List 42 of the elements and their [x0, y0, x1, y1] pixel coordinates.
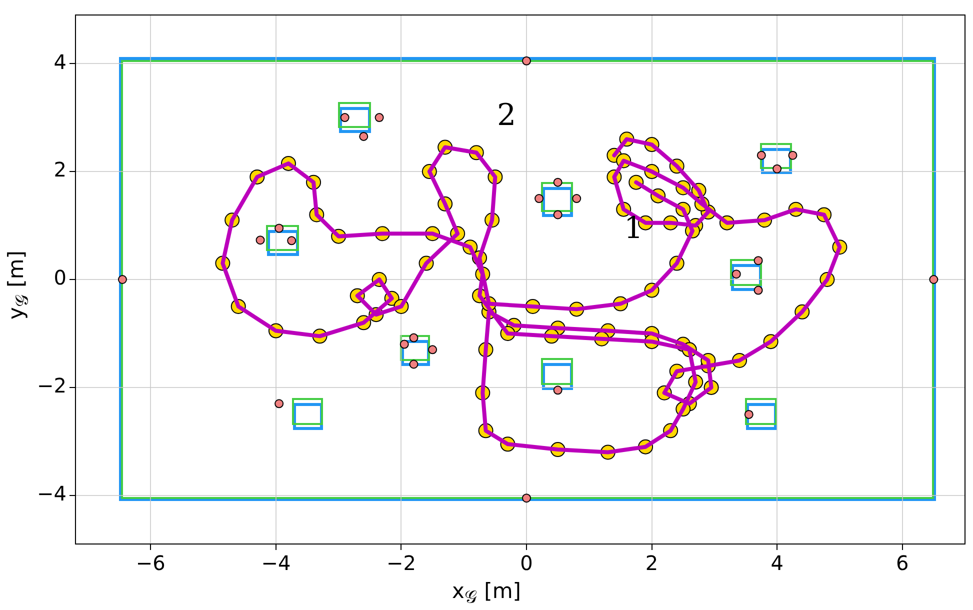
- point: [929, 275, 938, 284]
- x-tick-label: 2: [645, 551, 658, 576]
- x-axis-title: x$_{𝒢}$ [m]: [451, 578, 522, 610]
- point: [553, 386, 562, 395]
- point: [256, 236, 265, 245]
- point: [744, 410, 754, 419]
- point: [400, 340, 409, 349]
- y-tick-label: −4: [37, 482, 66, 506]
- annotation: 2: [497, 98, 516, 133]
- point: [428, 345, 438, 354]
- x-tick-label: 6: [896, 551, 909, 576]
- point: [274, 399, 284, 408]
- point: [534, 194, 544, 204]
- point: [274, 224, 284, 233]
- x-tick-label: −6: [136, 551, 166, 576]
- point: [788, 150, 798, 160]
- x-tick-label: 4: [770, 551, 784, 576]
- point: [522, 56, 532, 66]
- point: [572, 194, 582, 204]
- point: [553, 210, 562, 220]
- x-tick-label: −4: [261, 551, 291, 576]
- annotation: 1: [624, 211, 644, 246]
- point: [522, 494, 532, 503]
- point: [118, 275, 127, 284]
- y-tick-label: 4: [54, 50, 66, 74]
- point: [409, 360, 418, 369]
- point: [756, 150, 766, 160]
- point: [374, 113, 384, 122]
- point: [359, 132, 368, 141]
- point: [340, 113, 350, 122]
- point: [287, 236, 296, 246]
- point: [772, 164, 782, 174]
- point: [732, 270, 741, 279]
- x-tick-label: −2: [386, 551, 416, 576]
- y-tick-label: 2: [54, 158, 66, 182]
- y-tick-label: 0: [54, 266, 66, 290]
- point: [754, 286, 763, 295]
- y-tick-label: −2: [37, 374, 66, 398]
- point: [754, 256, 763, 266]
- point: [409, 333, 418, 342]
- x-tick-label: 0: [520, 551, 533, 576]
- point: [553, 178, 562, 187]
